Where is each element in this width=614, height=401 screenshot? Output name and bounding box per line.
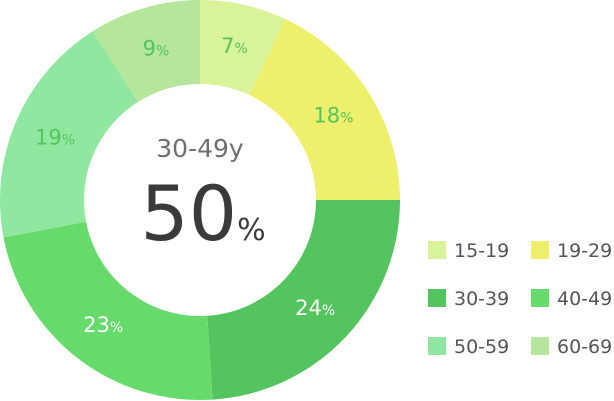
slice-label-50-59: 19% xyxy=(35,125,75,149)
legend-swatch xyxy=(531,337,549,355)
legend-swatch xyxy=(428,337,446,355)
legend-label: 40-49 xyxy=(557,288,612,310)
slice-60-69 xyxy=(92,0,200,103)
legend-item-60-69: 60-69 xyxy=(531,336,612,358)
center-caption: 30-49y xyxy=(156,134,244,163)
slice-label-30-39: 24% xyxy=(295,296,335,320)
legend-item-40-49: 40-49 xyxy=(531,288,612,310)
legend-swatch xyxy=(531,289,549,307)
legend: 15-19 19-29 30-39 40-49 50-59 60-69 xyxy=(428,240,612,358)
legend-label: 15-19 xyxy=(454,240,509,262)
slice-labels: 7% 18% 24% 23% 19% 9% xyxy=(35,34,353,337)
slice-label-15-19: 7% xyxy=(221,34,248,58)
legend-label: 30-39 xyxy=(454,288,509,310)
legend-item-50-59: 50-59 xyxy=(428,336,509,358)
donut-slices xyxy=(0,0,400,400)
legend-swatch xyxy=(531,241,549,259)
slice-50-59 xyxy=(0,31,138,238)
legend-label: 50-59 xyxy=(454,336,509,358)
slice-label-60-69: 9% xyxy=(143,36,170,60)
slice-19-29 xyxy=(249,19,400,200)
legend-item-19-29: 19-29 xyxy=(531,240,612,262)
center-value-group: 50% xyxy=(140,169,265,258)
slice-label-40-49: 23% xyxy=(83,313,123,337)
center-unit: % xyxy=(237,213,266,248)
legend-item-30-39: 30-39 xyxy=(428,288,509,310)
legend-swatch xyxy=(428,289,446,307)
slice-30-39 xyxy=(207,200,400,400)
legend-swatch xyxy=(428,241,446,259)
legend-label: 60-69 xyxy=(557,336,612,358)
slice-15-19 xyxy=(200,0,286,96)
legend-item-15-19: 15-19 xyxy=(428,240,509,262)
center-value: 50 xyxy=(140,169,237,258)
legend-label: 19-29 xyxy=(557,240,612,262)
donut-center: 30-49y 50% xyxy=(140,134,265,258)
slice-label-19-29: 18% xyxy=(313,103,353,127)
slice-40-49 xyxy=(3,221,213,400)
